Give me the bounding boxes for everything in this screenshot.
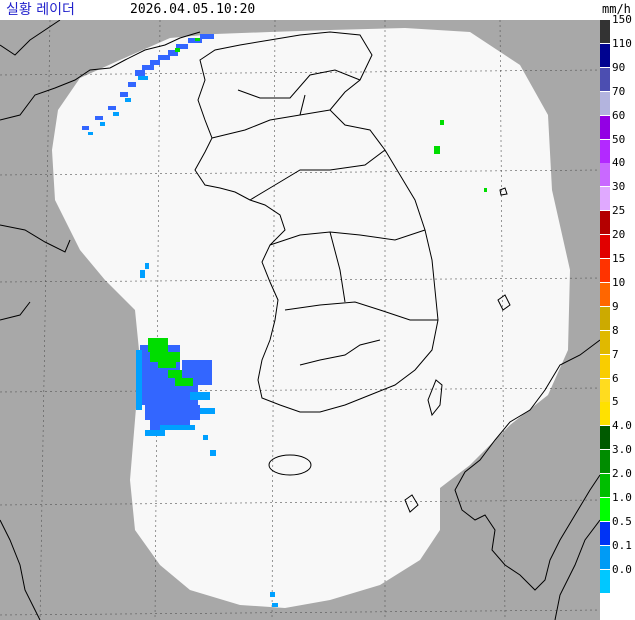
legend-swatch	[600, 569, 610, 593]
radar-coverage-area	[52, 28, 570, 608]
legend-swatch	[600, 521, 610, 545]
legend-item: 0.1	[600, 539, 635, 569]
legend-item: 9	[600, 300, 635, 330]
legend-label: 2.0	[612, 467, 632, 481]
legend-item: 90	[600, 61, 635, 91]
legend-label: 10	[612, 275, 626, 289]
legend-swatch	[600, 306, 610, 330]
legend-swatch	[600, 402, 610, 426]
legend-swatch	[600, 354, 610, 378]
legend-swatch	[600, 282, 610, 306]
legend-label: 150	[612, 13, 632, 26]
legend-label: 70	[612, 84, 626, 98]
legend-swatch	[600, 67, 610, 91]
legend-swatch	[600, 91, 610, 115]
header-bar: 실황 레이더 2026.04.05.10:20	[0, 0, 600, 20]
legend-item: 0.5	[600, 515, 635, 545]
legend-swatch	[600, 187, 610, 211]
legend-swatch	[600, 43, 610, 67]
legend-item: 20	[600, 228, 635, 259]
legend-item: 150	[600, 13, 635, 43]
legend-item: 40	[600, 156, 635, 187]
observation-timestamp: 2026.04.05.10:20	[130, 2, 256, 17]
legend-item: 7	[600, 348, 635, 378]
legend-swatch	[600, 545, 610, 569]
legend-swatch	[600, 498, 610, 521]
legend-swatch	[600, 163, 610, 187]
legend-label: 5	[612, 395, 619, 409]
legend-label: 15	[612, 252, 626, 265]
legend-label: 0.5	[612, 514, 632, 528]
radar-map-svg	[0, 20, 600, 620]
legend-swatch	[600, 20, 610, 43]
legend-item: 110	[600, 37, 635, 67]
legend-label: 7	[612, 347, 619, 361]
legend-swatch	[600, 450, 610, 474]
legend-item: 60	[600, 109, 635, 139]
legend-item: 6	[600, 372, 635, 402]
legend-label: 9	[612, 299, 619, 313]
legend-swatch	[600, 259, 610, 282]
legend-swatch	[600, 235, 610, 259]
legend-swatch	[600, 211, 610, 235]
legend-label: 0.1	[612, 538, 632, 552]
precipitation-echoes	[82, 34, 487, 607]
legend-label: 3.0	[612, 443, 632, 457]
legend-swatch	[600, 115, 610, 139]
legend-item: 2.0	[600, 467, 635, 498]
legend-item: 4.0	[600, 419, 635, 450]
legend-label: 6	[612, 371, 619, 385]
legend-label: 8	[612, 323, 619, 337]
legend-unit: mm/h	[602, 2, 631, 16]
legend-label: 30	[612, 180, 626, 194]
radar-map[interactable]	[0, 20, 600, 620]
legend-label: 4.0	[612, 419, 632, 433]
legend-label: 25	[612, 204, 626, 218]
coastlines	[0, 20, 600, 620]
legend-item: 1.0	[600, 491, 635, 521]
legend-item: 15	[600, 252, 635, 282]
legend-swatch	[600, 378, 610, 402]
legend-item: 0.0	[600, 563, 635, 593]
legend-label: 20	[612, 228, 626, 242]
legend-label: 60	[612, 108, 626, 122]
legend-label: 0.0	[612, 562, 632, 576]
precipitation-legend: 150 110 90 70 60 50 40 30 25 20 15 10 9 8 7 6 5 4.0 3.0 2.0…	[600, 13, 635, 620]
legend-item: 3.0	[600, 443, 635, 474]
legend-item: 30	[600, 180, 635, 211]
legend-label: 50	[612, 132, 626, 146]
page-title: 실황 레이더	[6, 2, 75, 18]
legend-swatch	[600, 426, 610, 450]
map-grid	[0, 20, 600, 620]
legend-item: 5	[600, 395, 635, 426]
legend-swatch	[600, 330, 610, 354]
legend-item: 8	[600, 324, 635, 354]
legend-swatch	[600, 474, 610, 498]
legend-item: 10	[600, 276, 635, 306]
legend-item: 70	[600, 85, 635, 115]
legend-item: 50	[600, 133, 635, 163]
legend-swatch	[600, 139, 610, 163]
legend-item: 25	[600, 204, 635, 235]
legend-label: 40	[612, 156, 626, 170]
legend-label: 110	[612, 36, 632, 50]
legend-label: 1.0	[612, 491, 632, 504]
legend-label: 90	[612, 60, 626, 74]
